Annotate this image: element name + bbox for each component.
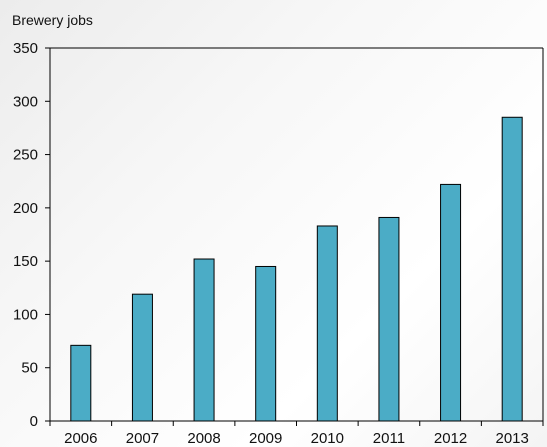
x-tick-label: 2012 <box>434 430 467 447</box>
x-tick-label: 2008 <box>187 430 220 447</box>
bar-2013 <box>501 116 523 422</box>
plot-area: 0 50 100 150 200 250 300 350 2006 2007 2008 2009 201… <box>13 40 544 447</box>
y-axis-title: Brewery jobs <box>12 12 93 28</box>
bar-2006 <box>70 344 92 422</box>
bar-2009 <box>255 265 277 422</box>
x-tick-label: 2009 <box>249 430 282 447</box>
y-tick-label: 0 <box>30 413 38 430</box>
bar-2007 <box>131 293 153 422</box>
bar-2008 <box>193 258 215 422</box>
bar-2012 <box>440 183 462 422</box>
x-tick-label: 2013 <box>496 430 529 447</box>
y-tick-label: 200 <box>13 200 38 217</box>
x-tick-label: 2007 <box>126 430 159 447</box>
y-tick-label: 250 <box>13 147 38 164</box>
x-tick-label: 2011 <box>373 430 405 447</box>
y-tick-label: 100 <box>13 306 38 323</box>
x-tick-label: 2006 <box>64 430 97 447</box>
y-tick-label: 50 <box>21 360 38 377</box>
y-tick-label: 350 <box>13 40 38 57</box>
y-tick-label: 300 <box>13 93 38 110</box>
y-tick-label: 150 <box>13 253 38 270</box>
x-tick-label: 2010 <box>311 430 344 447</box>
bar-2011 <box>378 216 400 422</box>
bar-2010 <box>316 225 338 422</box>
